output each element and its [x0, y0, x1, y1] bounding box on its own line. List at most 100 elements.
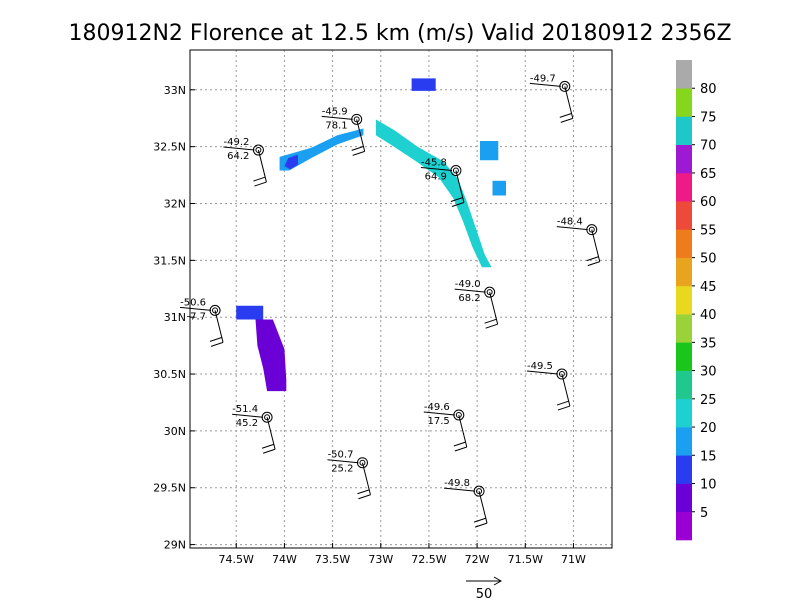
station-temp-label: -51.4 [232, 404, 258, 415]
station: -50.6 -7.7 [180, 297, 224, 347]
x-tick-label: 74W [272, 553, 297, 566]
wind-barb-flag [253, 176, 266, 182]
colorbar-label: 35 [700, 336, 717, 351]
colorbar-label: 20 [700, 421, 717, 436]
y-tick-label: 31.5N [153, 254, 186, 267]
wind-barb-flag [351, 145, 364, 151]
x-tick-label: 71W [561, 553, 586, 566]
station-leader [556, 226, 588, 231]
wind-barb-flag [473, 517, 487, 523]
reference-arrow-head [493, 576, 503, 586]
y-tick-label: 30.5N [153, 368, 186, 381]
station-leader [443, 487, 476, 492]
station-dot [486, 289, 493, 296]
station-leader [454, 288, 486, 293]
wind-region-15 [236, 305, 264, 320]
station-value-label: 78.1 [325, 120, 347, 131]
wind-regions [236, 78, 506, 392]
wind-barb-flag [209, 336, 223, 342]
colorbar-label: 70 [700, 139, 717, 154]
y-tick-label: 32N [164, 197, 186, 210]
y-tick-label: 29.5N [153, 482, 186, 495]
colorbar-swatch [676, 285, 692, 315]
station-value-label: 25.2 [331, 464, 353, 475]
station-temp-label: -49.6 [424, 402, 450, 413]
colorbar-swatch [676, 201, 692, 230]
wind-barb-flag [261, 443, 275, 449]
station: -49.6 17.5 [423, 402, 468, 452]
x-tick-label: 73W [368, 553, 393, 566]
station-temp-label: -50.7 [328, 450, 354, 461]
y-tick-label: 32.5N [153, 141, 186, 154]
station-dot [455, 411, 462, 418]
wind-barb-flag [254, 181, 267, 187]
colorbar-label: 55 [700, 223, 717, 238]
wind-region-15 [411, 78, 436, 91]
station: -49.2 64.2 [223, 137, 267, 187]
station: -50.7 25.2 [327, 450, 371, 500]
station-dot [561, 83, 568, 90]
colorbar-swatch [676, 144, 692, 174]
wind-barb-flag [450, 197, 464, 202]
reference-vector: 50 [466, 576, 503, 600]
wind-barb-flag [474, 522, 488, 528]
wind-barb-flag [485, 323, 498, 329]
colorbar-label: 5 [700, 506, 708, 521]
station-temp-label: -49.0 [455, 279, 481, 290]
station-dot [558, 371, 565, 378]
x-tick-label: 71.5W [508, 553, 543, 566]
station-temp-label: -45.9 [322, 106, 348, 117]
y-tick-label: 29N [164, 539, 186, 552]
wind-barb-flag [352, 150, 365, 156]
colorbar-label: 75 [700, 110, 717, 125]
colorbar-label: 30 [700, 365, 717, 380]
wind-barb-flag [557, 405, 571, 411]
colorbar-swatch [676, 427, 692, 456]
station: -49.7 [529, 73, 574, 123]
y-axis-ticks: 29N 29.5N 30N 30.5N 31N 31.5N 32N 32.5N 33N [153, 84, 195, 552]
wind-region-10 [255, 319, 287, 392]
station: -45.8 64.9 [420, 158, 465, 207]
colorbar-swatch [676, 88, 692, 117]
station-temp-label: -45.8 [421, 158, 447, 169]
station-leader [529, 82, 561, 87]
station-dot [588, 226, 595, 233]
station-dot [264, 414, 271, 421]
wind-barb-flag [587, 261, 600, 267]
reference-vector-label: 50 [476, 587, 493, 600]
wind-barb-flag [357, 489, 370, 495]
wind-barb-flag [358, 494, 371, 500]
station: -49.8 [443, 478, 488, 528]
wind-barb-flag [586, 256, 599, 262]
station-leader [232, 413, 264, 418]
station-markers: -50.6 -7.7 -49.2 64.2 -45.9 78.1 -45.8 64.9 -49.… [180, 73, 601, 528]
y-tick-label: 33N [164, 84, 186, 97]
colorbar: 5 10 15 20 25 30 35 40 45 50 55 60 65 70 75 80 [676, 60, 717, 541]
station-dot [255, 147, 262, 154]
station-leader [223, 146, 255, 151]
station-temp-label: -49.2 [224, 137, 250, 148]
station-value-label: 17.5 [428, 416, 450, 427]
plot-frame [190, 50, 612, 548]
wind-barb-flag [210, 341, 224, 347]
colorbar-swatch [676, 455, 692, 484]
colorbar-label: 45 [700, 280, 717, 295]
station-temp-label: -49.5 [527, 361, 553, 372]
wind-barb-flag [560, 117, 573, 123]
colorbar-swatch [676, 483, 692, 513]
x-tick-label: 74.5W [219, 553, 254, 566]
wind-barb-flag [453, 441, 466, 447]
station-leader [420, 167, 452, 172]
station-temp-label: -48.4 [557, 217, 583, 228]
wind-region-25 [375, 119, 492, 268]
plot-border [189, 49, 613, 549]
colorbar-swatch [676, 398, 692, 428]
x-axis-ticks: 74.5W 74W 73.5W 73W 72.5W 72W 71.5W 71W [219, 543, 586, 566]
station-temp-label: -49.7 [530, 73, 556, 84]
colorbar-label: 15 [700, 449, 717, 464]
wind-barb-flag [556, 400, 570, 406]
station: -49.0 68.2 [454, 279, 499, 329]
station-dot [452, 167, 459, 174]
wind-region-20 [279, 128, 364, 171]
